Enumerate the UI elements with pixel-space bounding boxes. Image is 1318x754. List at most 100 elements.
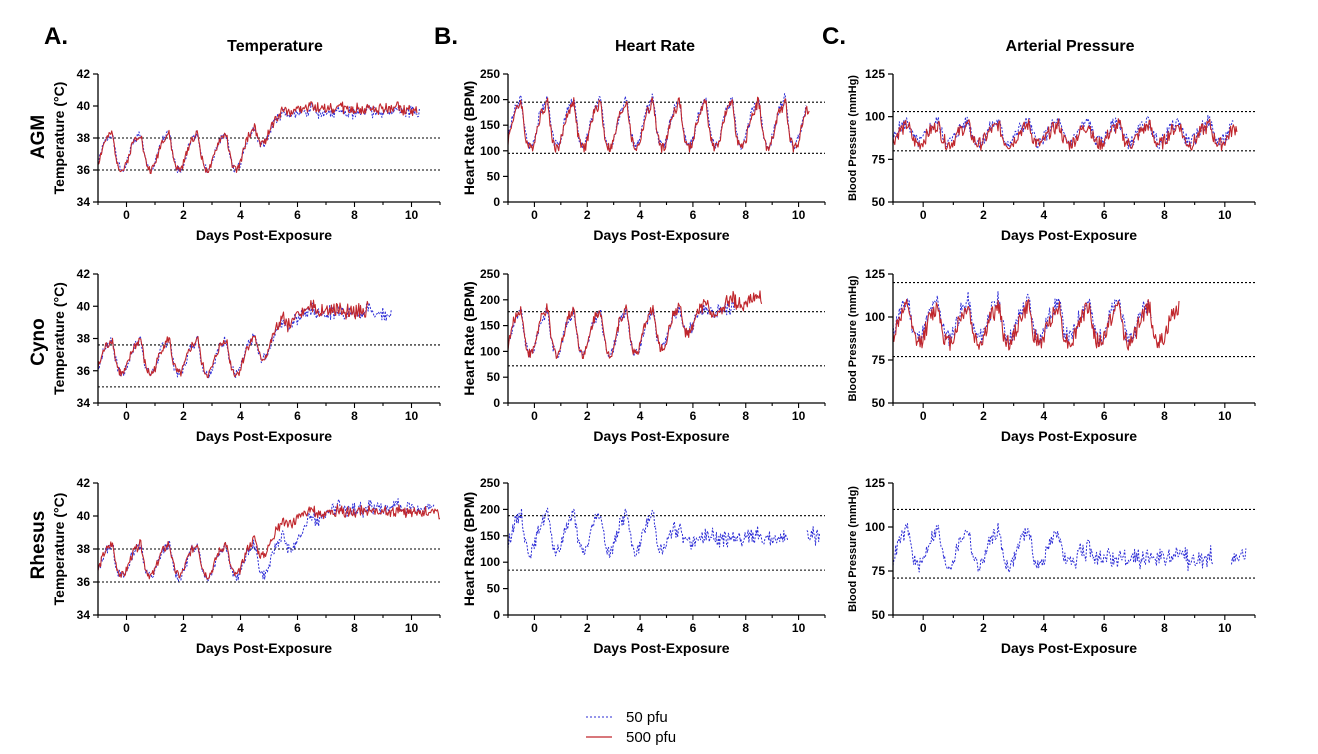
y-tick-label-rhesus-heart-rate-150: 150 bbox=[480, 529, 500, 543]
x-tick-label-agm-heart-rate-2: 2 bbox=[584, 208, 591, 222]
x-tick-label-cyno-temperature-2: 2 bbox=[180, 409, 187, 423]
y-axis-label-cyno-heart-rate: Heart Rate (BPM) bbox=[461, 281, 477, 395]
x-axis-label-agm-arterial-pressure: Days Post-Exposure bbox=[1001, 227, 1137, 243]
y-axis-label-agm-arterial-pressure: Blood Pressure (mmHg) bbox=[847, 75, 859, 201]
series-line-cyno-temperature-50-pfu bbox=[98, 302, 392, 379]
x-tick-label-cyno-temperature-6: 6 bbox=[294, 409, 301, 423]
y-tick-label-cyno-heart-rate-250: 250 bbox=[480, 267, 500, 281]
y-tick-label-cyno-heart-rate-50: 50 bbox=[487, 370, 501, 384]
series-line-cyno-arterial-pressure-500-pfu bbox=[893, 298, 1180, 351]
y-tick-label-rhesus-arterial-pressure-75: 75 bbox=[872, 564, 886, 578]
x-tick-label-agm-heart-rate-10: 10 bbox=[792, 208, 806, 222]
y-tick-label-rhesus-temperature-40: 40 bbox=[77, 509, 91, 523]
series-line-agm-heart-rate-500-pfu bbox=[508, 96, 810, 154]
y-tick-label-agm-heart-rate-250: 250 bbox=[480, 67, 500, 81]
y-tick-label-cyno-temperature-42: 42 bbox=[77, 267, 91, 281]
x-tick-label-cyno-heart-rate-4: 4 bbox=[637, 409, 644, 423]
x-tick-label-rhesus-arterial-pressure-10: 10 bbox=[1218, 621, 1232, 635]
y-tick-label-cyno-temperature-40: 40 bbox=[77, 299, 91, 313]
series-line-rhesus-heart-rate-50-pfu bbox=[508, 507, 820, 559]
x-tick-label-agm-temperature-0: 0 bbox=[123, 208, 130, 222]
y-tick-label-rhesus-temperature-42: 42 bbox=[77, 476, 91, 490]
panel-cyno-arterial-pressure: 50 75 100 125 0 2 4 6 8 10 Days Post-Exposure Blood… bbox=[847, 267, 1256, 444]
y-tick-label-rhesus-heart-rate-250: 250 bbox=[480, 476, 500, 490]
column-title-arterial-pressure: Arterial Pressure bbox=[1006, 38, 1135, 55]
series-line-agm-arterial-pressure-500-pfu bbox=[893, 118, 1238, 152]
x-axis-label-agm-temperature: Days Post-Exposure bbox=[196, 227, 332, 243]
series-line-cyno-heart-rate-500-pfu bbox=[508, 290, 763, 360]
legend-label-500-pfu: 500 pfu bbox=[626, 729, 676, 746]
y-tick-label-rhesus-arterial-pressure-50: 50 bbox=[872, 608, 886, 622]
y-tick-label-rhesus-heart-rate-0: 0 bbox=[493, 608, 500, 622]
x-tick-label-rhesus-heart-rate-8: 8 bbox=[742, 621, 749, 635]
x-tick-label-rhesus-arterial-pressure-8: 8 bbox=[1161, 621, 1168, 635]
x-axis-label-rhesus-temperature: Days Post-Exposure bbox=[196, 640, 332, 656]
panel-agm-heart-rate: 0 50 100 150 200 250 0 2 4 6 8 10 Days Post-Exposure… bbox=[461, 67, 826, 243]
x-tick-label-cyno-heart-rate-0: 0 bbox=[531, 409, 538, 423]
x-tick-label-rhesus-temperature-6: 6 bbox=[294, 621, 301, 635]
panel-cyno-temperature: 34 36 38 40 42 0 2 4 6 8 10 Days Post-Exposure Tempe… bbox=[51, 267, 441, 444]
y-tick-label-cyno-heart-rate-0: 0 bbox=[493, 396, 500, 410]
y-tick-label-agm-temperature-38: 38 bbox=[77, 131, 91, 145]
x-tick-label-rhesus-arterial-pressure-6: 6 bbox=[1101, 621, 1108, 635]
traces-cyno-arterial-pressure bbox=[893, 291, 1180, 351]
traces-rhesus-temperature bbox=[98, 498, 440, 582]
column-title-heart-rate: Heart Rate bbox=[615, 38, 695, 55]
x-tick-label-agm-arterial-pressure-4: 4 bbox=[1040, 208, 1047, 222]
y-tick-label-agm-temperature-36: 36 bbox=[77, 163, 91, 177]
x-tick-label-rhesus-heart-rate-2: 2 bbox=[584, 621, 591, 635]
y-axis-label-cyno-arterial-pressure: Blood Pressure (mmHg) bbox=[847, 275, 859, 401]
x-tick-label-cyno-arterial-pressure-10: 10 bbox=[1218, 409, 1232, 423]
x-tick-label-cyno-heart-rate-6: 6 bbox=[690, 409, 697, 423]
x-tick-label-agm-temperature-8: 8 bbox=[351, 208, 358, 222]
panel-agm-arterial-pressure: 50 75 100 125 0 2 4 6 8 10 Days Post-Exposure Blood… bbox=[847, 67, 1256, 243]
x-tick-label-rhesus-heart-rate-0: 0 bbox=[531, 621, 538, 635]
y-tick-label-cyno-heart-rate-100: 100 bbox=[480, 344, 500, 358]
y-tick-label-rhesus-arterial-pressure-100: 100 bbox=[865, 520, 885, 534]
y-tick-label-agm-heart-rate-150: 150 bbox=[480, 118, 500, 132]
x-axis-label-cyno-heart-rate: Days Post-Exposure bbox=[593, 428, 729, 444]
traces-cyno-temperature bbox=[98, 299, 392, 379]
series-line-rhesus-arterial-pressure-50-pfu bbox=[893, 522, 1247, 573]
x-tick-label-rhesus-heart-rate-10: 10 bbox=[792, 621, 806, 635]
y-tick-label-agm-temperature-40: 40 bbox=[77, 99, 91, 113]
x-tick-label-cyno-arterial-pressure-8: 8 bbox=[1161, 409, 1168, 423]
y-tick-label-cyno-arterial-pressure-125: 125 bbox=[865, 267, 885, 281]
x-tick-label-cyno-temperature-4: 4 bbox=[237, 409, 244, 423]
x-tick-label-cyno-arterial-pressure-6: 6 bbox=[1101, 409, 1108, 423]
x-tick-label-agm-arterial-pressure-10: 10 bbox=[1218, 208, 1232, 222]
panel-letter-b: B. bbox=[434, 23, 458, 50]
panel-letter-a: A. bbox=[44, 23, 68, 50]
x-tick-label-agm-heart-rate-4: 4 bbox=[637, 208, 644, 222]
y-tick-label-agm-arterial-pressure-125: 125 bbox=[865, 67, 885, 81]
y-tick-label-cyno-arterial-pressure-100: 100 bbox=[865, 310, 885, 324]
x-axis-label-agm-heart-rate: Days Post-Exposure bbox=[593, 227, 729, 243]
x-tick-label-rhesus-arterial-pressure-0: 0 bbox=[920, 621, 927, 635]
x-tick-label-agm-heart-rate-6: 6 bbox=[690, 208, 697, 222]
y-tick-label-agm-heart-rate-100: 100 bbox=[480, 144, 500, 158]
y-tick-label-rhesus-heart-rate-100: 100 bbox=[480, 555, 500, 569]
row-label-rhesus: Rhesus bbox=[28, 511, 49, 580]
x-tick-label-agm-arterial-pressure-8: 8 bbox=[1161, 208, 1168, 222]
series-line-agm-temperature-500-pfu bbox=[98, 101, 418, 174]
y-tick-label-rhesus-temperature-38: 38 bbox=[77, 542, 91, 556]
y-tick-label-agm-heart-rate-50: 50 bbox=[487, 169, 501, 183]
row-label-agm: AGM bbox=[28, 115, 49, 159]
x-tick-label-cyno-arterial-pressure-0: 0 bbox=[920, 409, 927, 423]
legend: 50 pfu 500 pfu bbox=[586, 709, 676, 746]
x-tick-label-agm-temperature-2: 2 bbox=[180, 208, 187, 222]
y-tick-label-cyno-arterial-pressure-75: 75 bbox=[872, 353, 886, 367]
x-tick-label-cyno-heart-rate-8: 8 bbox=[742, 409, 749, 423]
x-tick-label-agm-heart-rate-8: 8 bbox=[742, 208, 749, 222]
panel-rhesus-temperature: 34 36 38 40 42 0 2 4 6 8 10 Days Post-Exposure Tempe… bbox=[51, 476, 441, 656]
x-tick-label-rhesus-arterial-pressure-2: 2 bbox=[980, 621, 987, 635]
y-axis-label-agm-heart-rate: Heart Rate (BPM) bbox=[461, 81, 477, 195]
x-axis-label-rhesus-heart-rate: Days Post-Exposure bbox=[593, 640, 729, 656]
x-tick-label-agm-temperature-4: 4 bbox=[237, 208, 244, 222]
panel-cyno-heart-rate: 0 50 100 150 200 250 0 2 4 6 8 10 Days Post-Exposure… bbox=[461, 267, 826, 444]
y-tick-label-agm-heart-rate-200: 200 bbox=[480, 93, 500, 107]
x-tick-label-cyno-arterial-pressure-4: 4 bbox=[1040, 409, 1047, 423]
y-tick-label-cyno-heart-rate-150: 150 bbox=[480, 319, 500, 333]
